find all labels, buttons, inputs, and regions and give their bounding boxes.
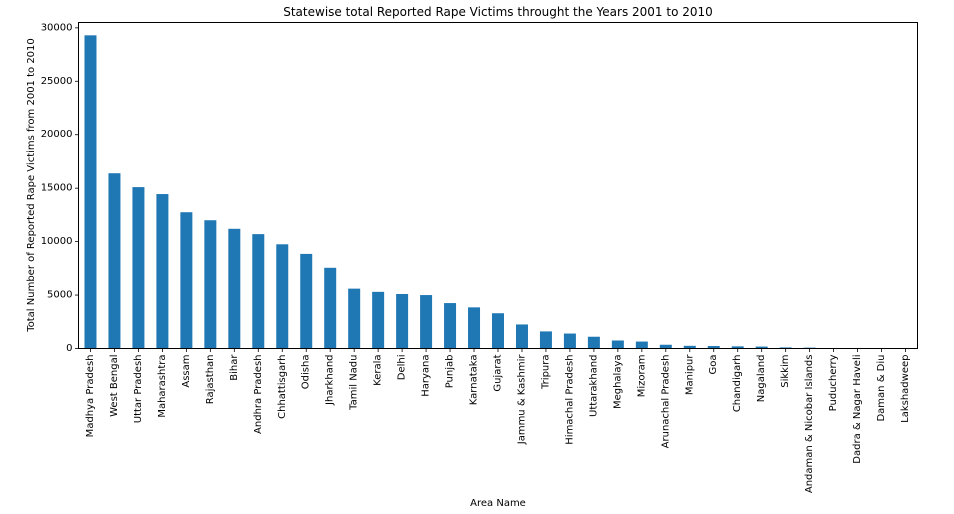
- y-tick-label: 25000: [41, 76, 73, 87]
- x-tick-label: Bihar: [229, 354, 240, 381]
- x-tick-label: Uttarakhand: [588, 355, 599, 417]
- bar: [204, 220, 217, 349]
- bar: [515, 324, 528, 349]
- bar: [396, 293, 409, 349]
- x-tick-label: Andhra Pradesh: [253, 355, 264, 434]
- x-tick-label: Madhya Pradesh: [85, 355, 96, 438]
- x-tick-label: Karnataka: [469, 355, 480, 406]
- x-tick-label: Kerala: [373, 355, 384, 386]
- chart-title: Statewise total Reported Rape Victims th…: [283, 5, 713, 19]
- bar: [324, 267, 337, 349]
- x-tick-label: Gujarat: [493, 354, 504, 391]
- bar: [348, 288, 361, 349]
- x-tick-label: West Bengal: [109, 355, 120, 417]
- x-tick-label: Dadra & Nagar Haveli: [852, 355, 863, 464]
- bar: [180, 212, 193, 349]
- x-tick-label: Himachal Pradesh: [564, 355, 575, 445]
- x-tick-label: Haryana: [421, 355, 432, 397]
- bar: [252, 234, 265, 349]
- x-tick-label: Meghalaya: [612, 355, 623, 410]
- x-axis-title: Area Name: [470, 498, 526, 509]
- bar: [779, 347, 792, 349]
- bar: [444, 303, 457, 349]
- bar: [468, 307, 481, 349]
- bar: [635, 341, 648, 349]
- plot-frame: [78, 22, 918, 349]
- bar: [539, 331, 552, 349]
- x-tick-label: Mizoram: [636, 355, 647, 398]
- bar: [84, 35, 97, 349]
- x-tick-label: Punjab: [445, 355, 456, 389]
- y-ticks-group: 0 5000 10000 15000 20000 25000 30000: [41, 22, 79, 354]
- x-tick-label: Rajasthan: [205, 355, 216, 405]
- x-tick-label: Chhattisgarh: [277, 355, 288, 419]
- x-tick-label: Goa: [708, 355, 719, 375]
- bar: [611, 340, 624, 349]
- x-tick-label: Puducherry: [828, 354, 839, 411]
- x-tick-label: Arunachal Pradesh: [660, 355, 671, 449]
- bar: [276, 244, 289, 349]
- bar: [300, 253, 313, 349]
- bar: [156, 194, 169, 349]
- x-tick-label: Uttar Pradesh: [133, 355, 144, 424]
- y-tick-label: 0: [66, 343, 72, 354]
- x-tick-label: Jammu & Kashmir: [516, 354, 527, 446]
- bar: [683, 345, 696, 349]
- x-ticks-group: Madhya Pradesh West Bengal Uttar Pradesh Ma…: [85, 348, 911, 494]
- y-axis-title: Total Number of Reported Rape Victims fr…: [26, 38, 37, 333]
- x-tick-label: Chandigarh: [732, 355, 743, 413]
- x-tick-label: Tamil Nadu: [349, 355, 360, 411]
- x-tick-label: Manipur: [684, 354, 695, 396]
- x-tick-label: Maharashtra: [157, 355, 168, 418]
- bars-group: [84, 35, 912, 349]
- bar: [755, 346, 768, 349]
- bar: [707, 346, 720, 349]
- x-tick-label: Nagaland: [756, 355, 767, 403]
- x-tick-label: Andaman & Nicobar Islands: [804, 355, 815, 494]
- y-tick-label: 15000: [41, 183, 73, 194]
- bar: [587, 336, 600, 349]
- bar: [108, 173, 121, 349]
- bar: [132, 187, 145, 349]
- y-tick-label: 20000: [41, 129, 73, 140]
- bar: [420, 295, 433, 349]
- y-tick-label: 5000: [47, 290, 72, 301]
- x-tick-label: Sikkim: [780, 355, 791, 388]
- x-tick-label: Assam: [181, 355, 192, 388]
- x-tick-label: Daman & Diu: [876, 355, 887, 422]
- x-tick-label: Odisha: [301, 355, 312, 390]
- bar: [731, 346, 744, 349]
- bar: [563, 333, 576, 349]
- x-tick-label: Delhi: [397, 355, 408, 381]
- x-tick-label: Jharkhand: [325, 355, 336, 406]
- bar: [228, 228, 241, 349]
- bar: [492, 313, 504, 349]
- x-tick-label: Lakshadweep: [900, 355, 911, 423]
- x-tick-label: Tripura: [540, 355, 551, 390]
- bar: [372, 291, 385, 349]
- y-tick-label: 10000: [41, 236, 73, 247]
- y-tick-label: 30000: [41, 22, 73, 33]
- bar: [659, 344, 672, 349]
